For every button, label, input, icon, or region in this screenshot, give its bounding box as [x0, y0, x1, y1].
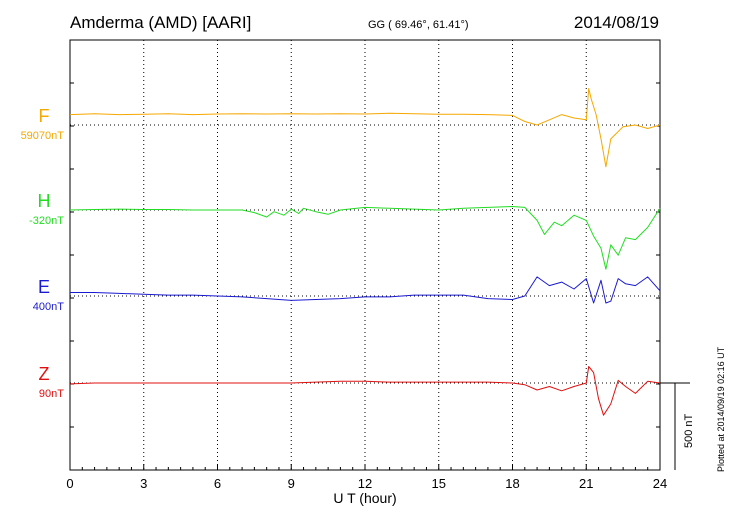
x-tick-label: 12 [358, 476, 372, 491]
component-label-F: F [39, 106, 50, 126]
baseline-value-Z: 90nT [39, 388, 64, 400]
x-tick-label: 0 [66, 476, 73, 491]
scale-bar: 500 nT [660, 382, 695, 470]
component-label-E: E [38, 277, 50, 297]
series-line-Z [69, 366, 661, 416]
x-tick-label: 3 [140, 476, 147, 491]
series-line-H [69, 206, 661, 270]
baseline-value-H: -320nT [29, 215, 64, 227]
baseline-value-F: 59070nT [21, 130, 65, 142]
x-axis-title: U T (hour) [333, 490, 396, 506]
baseline-value-E: 400nT [33, 301, 64, 313]
component-label-Z: Z [39, 364, 50, 384]
x-tick-label: 24 [653, 476, 667, 491]
x-tick-label: 6 [214, 476, 221, 491]
series-lines [69, 88, 661, 416]
series-line-F [69, 88, 661, 168]
x-axis-ticks: 0 3 6 9 12 15 18 21 24 [66, 82, 667, 491]
grid [70, 40, 660, 470]
scale-bar-label: 500 nT [683, 413, 695, 448]
station-title: Amderma (AMD) [AARI] [70, 13, 251, 32]
x-tick-label: 21 [579, 476, 593, 491]
x-tick-label: 15 [432, 476, 446, 491]
labels: Amderma (AMD) [AARI] GG ( 69.46°, 61.41°… [21, 13, 726, 506]
plotted-note: Plotted at 2014/09/19 02:16 UT [716, 346, 726, 472]
series-line-E [70, 276, 661, 304]
component-label-H: H [38, 191, 51, 211]
chart-date: 2014/08/19 [574, 13, 659, 32]
station-coordinates: GG ( 69.46°, 61.41°) [368, 19, 469, 31]
x-tick-label: 9 [288, 476, 295, 491]
x-tick-label: 18 [505, 476, 519, 491]
